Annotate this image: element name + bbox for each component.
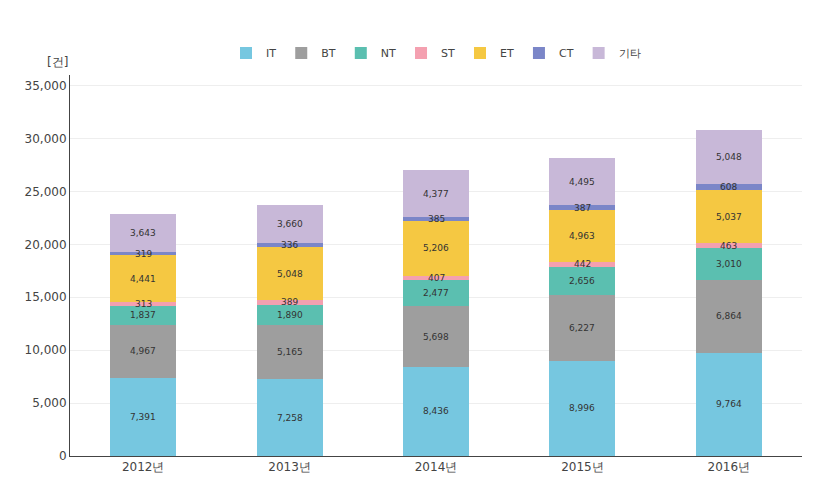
svg-text:2012년: 2012년 (122, 460, 165, 474)
svg-text:387: 387 (574, 203, 591, 213)
svg-text:[건]: [건] (47, 55, 68, 69)
svg-text:3,643: 3,643 (130, 228, 156, 238)
svg-text:4,963: 4,963 (569, 231, 595, 241)
svg-text:442: 442 (574, 259, 591, 269)
svg-text:5,048: 5,048 (277, 269, 303, 279)
svg-text:6,864: 6,864 (716, 311, 742, 321)
svg-text:1,837: 1,837 (130, 310, 156, 320)
svg-text:4,441: 4,441 (130, 274, 156, 284)
svg-text:35,000: 35,000 (25, 79, 67, 93)
svg-text:0: 0 (59, 449, 67, 463)
svg-text:5,000: 5,000 (32, 396, 66, 410)
svg-text:8,996: 8,996 (569, 403, 595, 413)
svg-text:7,258: 7,258 (277, 413, 303, 423)
svg-text:385: 385 (428, 214, 445, 224)
svg-text:20,000: 20,000 (25, 238, 67, 252)
svg-text:2013년: 2013년 (268, 460, 311, 474)
svg-text:463: 463 (720, 241, 737, 251)
svg-text:9,764: 9,764 (716, 399, 742, 409)
svg-text:8,436: 8,436 (423, 406, 449, 416)
svg-text:319: 319 (135, 249, 152, 259)
svg-text:2014년: 2014년 (415, 460, 458, 474)
svg-text:4,495: 4,495 (569, 177, 595, 187)
svg-text:15,000: 15,000 (25, 290, 67, 304)
svg-text:4,377: 4,377 (423, 189, 449, 199)
svg-text:2016년: 2016년 (708, 460, 751, 474)
svg-text:ST: ST (441, 47, 455, 60)
svg-text:7,391: 7,391 (130, 412, 156, 422)
svg-text:4,967: 4,967 (130, 346, 156, 356)
svg-text:3,660: 3,660 (277, 219, 303, 229)
svg-text:313: 313 (135, 299, 152, 309)
svg-text:2,477: 2,477 (423, 288, 449, 298)
svg-text:1,890: 1,890 (277, 310, 303, 320)
svg-text:3,010: 3,010 (716, 259, 742, 269)
svg-text:5,206: 5,206 (423, 243, 449, 253)
svg-text:5,165: 5,165 (277, 347, 303, 357)
svg-text:5,037: 5,037 (716, 212, 742, 222)
svg-text:CT: CT (559, 47, 574, 60)
svg-text:IT: IT (266, 47, 276, 60)
svg-text:10,000: 10,000 (25, 343, 67, 357)
svg-text:ET: ET (500, 47, 514, 60)
svg-text:407: 407 (428, 273, 445, 283)
svg-text:389: 389 (281, 297, 298, 307)
svg-text:6,227: 6,227 (569, 323, 595, 333)
svg-text:608: 608 (720, 182, 737, 192)
svg-text:2015년: 2015년 (561, 460, 604, 474)
svg-text:2,656: 2,656 (569, 276, 595, 286)
svg-text:5,048: 5,048 (716, 152, 742, 162)
svg-text:336: 336 (281, 240, 298, 250)
svg-text:기타: 기타 (619, 47, 641, 60)
svg-text:30,000: 30,000 (25, 132, 67, 146)
svg-text:5,698: 5,698 (423, 332, 449, 342)
svg-text:NT: NT (381, 47, 396, 60)
svg-text:BT: BT (321, 47, 336, 60)
svg-text:25,000: 25,000 (25, 185, 67, 199)
